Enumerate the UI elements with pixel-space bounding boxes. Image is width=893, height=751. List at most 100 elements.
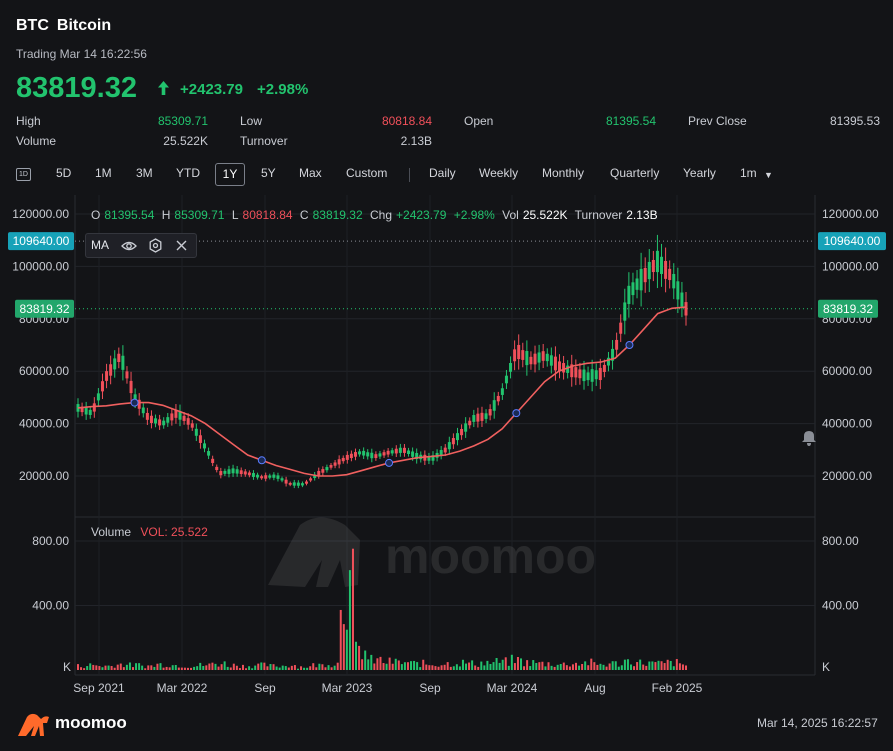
volume-bar [599, 663, 602, 670]
volume-bar [336, 662, 339, 670]
volume-bar [98, 666, 101, 670]
price-candle-body [133, 394, 137, 403]
price-candle-body [219, 471, 223, 476]
volume-bar [83, 668, 86, 670]
volume-bar [605, 666, 608, 670]
x-tick-label: Mar 2023 [322, 681, 373, 695]
volume-bar [675, 659, 678, 670]
price-candle-body [574, 367, 578, 378]
symbol-name: Bitcoin [56, 17, 112, 34]
price-candle-body [272, 474, 276, 478]
interval-monthly[interactable]: Monthly [542, 166, 585, 180]
interval-1m[interactable]: 1m [740, 166, 757, 180]
price-candle-body [313, 474, 317, 478]
volume-bar [541, 661, 544, 670]
volume-bar [269, 664, 272, 670]
volume-bar [660, 661, 663, 670]
volume-bar [266, 666, 269, 670]
volume-bar [223, 661, 226, 670]
volume-bar [663, 663, 666, 670]
eye-icon[interactable] [121, 239, 137, 256]
ma-marker [257, 456, 266, 465]
interval-yearly[interactable]: Yearly [683, 166, 716, 180]
high-label: High [16, 114, 41, 128]
volume-bar [571, 664, 574, 670]
settings-icon[interactable] [148, 238, 163, 256]
chevron-down-icon[interactable]: ▼ [764, 170, 773, 180]
interval-weekly[interactable]: Weekly [479, 166, 519, 180]
price-candle-body [292, 482, 296, 486]
price-tags: 109640.00 109640.00 83819.32 83819.32 [8, 232, 886, 318]
price-candle-body [211, 458, 215, 463]
volume-bar [162, 667, 165, 670]
volume-bar [642, 664, 645, 670]
volume-bar [587, 665, 590, 670]
volume-bar [614, 661, 617, 670]
volume-label: Volume [16, 134, 57, 148]
volume-bar [251, 668, 254, 670]
volume-bar [578, 665, 581, 670]
price-candle-body [239, 470, 243, 475]
volume-bar [333, 665, 336, 670]
legend-chg-label: Chg [370, 208, 393, 222]
volume-bar [400, 664, 403, 670]
volume-bar [339, 609, 342, 670]
volume-bar [138, 663, 141, 670]
volume-bar [318, 663, 321, 670]
period-3m[interactable]: 3M [136, 166, 153, 180]
period-max[interactable]: Max [299, 166, 322, 180]
volume-bar [355, 641, 358, 670]
volume-bar [379, 656, 382, 670]
volume-bar [208, 663, 211, 670]
x-tick-label: Sep 2021 [73, 681, 125, 695]
period-5y[interactable]: 5Y [261, 166, 276, 180]
price-candle-body [341, 457, 345, 462]
volume-bar [327, 665, 330, 670]
price-candle-body [639, 268, 643, 291]
price-candle-body [394, 448, 398, 454]
day-chart-icon[interactable]: 1D [16, 168, 31, 181]
last-tag-left-bg [15, 299, 74, 318]
moomoo-logo-icon [17, 711, 51, 740]
price-candle-body [154, 418, 158, 424]
volume-tick-right: 800.00 [822, 534, 859, 548]
volume-bar [229, 667, 232, 670]
period-1y[interactable]: 1Y [215, 163, 245, 186]
interval-daily[interactable]: Daily [429, 166, 456, 180]
volume-bar [217, 666, 220, 670]
volume-value: 25.522K [163, 134, 208, 148]
price-candle-body [602, 364, 606, 372]
volume-bar [159, 663, 162, 670]
close-icon[interactable] [175, 239, 188, 255]
legend-chg-pct: +2.98% [453, 208, 495, 222]
price-chart[interactable]: moomoo 120000.00 120000.00 100000.00 100000… [0, 195, 893, 705]
price-candle-body [353, 452, 357, 457]
volume-bar [471, 660, 474, 670]
period-5d[interactable]: 5D [56, 166, 72, 180]
price-candle-body [529, 356, 533, 365]
volume-bar [523, 666, 526, 670]
volume-bar [315, 667, 318, 670]
period-ytd[interactable]: YTD [176, 166, 200, 180]
price-candle-body [464, 423, 468, 432]
price-candle-body [411, 451, 415, 457]
volume-bar [245, 668, 248, 670]
volume-panel-value: VOL: 25.522 [140, 525, 208, 539]
volume-bar [422, 659, 425, 670]
volume-bar [397, 660, 400, 670]
price-candle-body [558, 361, 562, 372]
period-1m[interactable]: 1M [95, 166, 112, 180]
price-candle-body [398, 447, 402, 453]
period-custom[interactable]: Custom [346, 166, 388, 180]
volume-bar [382, 663, 385, 670]
price-candle-body [578, 369, 582, 379]
volume-bar [633, 666, 636, 670]
volume-bar [535, 662, 538, 670]
ma-marker [625, 341, 634, 349]
price-candle-body [684, 302, 688, 316]
price-candle-body [545, 353, 549, 362]
legend-vol: 25.522K [522, 208, 568, 222]
volume-bar [480, 661, 483, 670]
interval-quarterly[interactable]: Quarterly [610, 166, 660, 180]
volume-bar [235, 665, 238, 670]
